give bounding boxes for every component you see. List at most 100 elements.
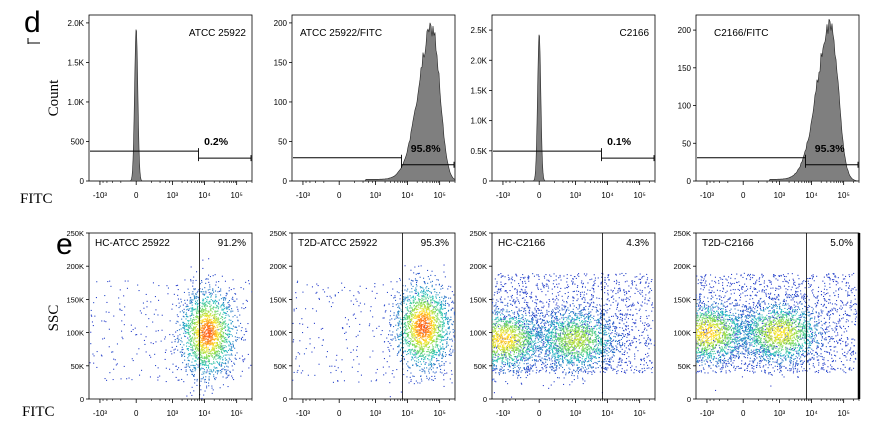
- event-dot: [302, 332, 304, 334]
- event-dot: [203, 328, 205, 330]
- event-dot: [334, 365, 336, 367]
- event-dot: [173, 352, 175, 354]
- event-dot: [448, 354, 450, 356]
- event-dot: [234, 363, 236, 365]
- event-dot: [434, 328, 436, 330]
- event-dot: [443, 374, 445, 376]
- event-dot: [195, 326, 197, 328]
- event-dot: [412, 313, 414, 315]
- event-dot: [433, 316, 435, 318]
- event-dot: [615, 273, 617, 275]
- event-dot: [315, 310, 317, 312]
- event-dot: [198, 338, 200, 340]
- event-dot: [220, 331, 222, 333]
- event-dot: [257, 340, 258, 341]
- event-dot: [434, 311, 436, 313]
- event-dot: [221, 316, 223, 318]
- event-dot: [442, 287, 444, 289]
- event-dot: [104, 378, 106, 380]
- event-dot: [221, 323, 223, 325]
- event-dot: [216, 320, 218, 322]
- event-dot: [204, 323, 206, 325]
- event-dot: [428, 321, 430, 323]
- y-tick-label: 200K: [66, 262, 84, 271]
- event-dot: [622, 353, 624, 355]
- event-dot: [220, 294, 222, 296]
- event-dot: [627, 333, 629, 335]
- event-dot: [223, 336, 225, 338]
- event-dot: [421, 350, 423, 352]
- event-dot: [196, 329, 198, 331]
- event-dot: [90, 343, 92, 345]
- event-dot: [433, 306, 435, 308]
- event-dot: [429, 305, 431, 307]
- event-dot: [205, 292, 207, 294]
- event-dot: [423, 305, 425, 307]
- event-dot: [295, 297, 297, 299]
- event-dot: [296, 281, 298, 283]
- event-dot: [441, 372, 443, 374]
- event-dot: [213, 306, 215, 308]
- event-dot: [407, 332, 409, 334]
- event-dot: [432, 320, 434, 322]
- event-dot: [431, 350, 433, 352]
- event-dot: [433, 325, 435, 327]
- event-dot: [431, 375, 433, 377]
- event-dot: [399, 360, 401, 362]
- event-dot: [415, 327, 417, 329]
- event-dot: [201, 347, 203, 349]
- event-dot: [412, 364, 414, 366]
- event-dot: [201, 288, 203, 290]
- event-dot: [589, 355, 591, 357]
- event-dot: [618, 361, 620, 363]
- event-dot: [194, 379, 196, 381]
- event-dot: [652, 307, 654, 309]
- event-dot: [420, 341, 422, 343]
- event-dot: [194, 328, 196, 330]
- event-dot: [505, 317, 507, 319]
- event-dot: [220, 345, 222, 347]
- event-dot: [552, 316, 554, 318]
- event-dot: [203, 349, 205, 351]
- event-dot: [104, 295, 106, 297]
- event-dot: [414, 350, 416, 352]
- scatter-plot-1: 91.2%HC-ATCC 25922050K100K150K200K250K-1…: [66, 229, 258, 418]
- event-dot: [199, 332, 201, 334]
- event-dot: [449, 338, 451, 340]
- event-dot: [425, 291, 427, 293]
- event-dot: [219, 346, 221, 348]
- event-dot: [427, 293, 429, 295]
- event-dot: [452, 324, 454, 326]
- event-dot: [399, 278, 401, 280]
- event-dot: [420, 302, 422, 304]
- event-dot: [631, 280, 633, 282]
- event-dot: [442, 318, 444, 320]
- event-dot: [213, 301, 215, 303]
- event-dot: [418, 346, 420, 348]
- event-dot: [209, 284, 211, 286]
- event-dot: [545, 294, 547, 296]
- event-dot: [334, 295, 336, 297]
- event-dot: [417, 330, 419, 332]
- event-dot: [394, 337, 396, 339]
- event-dot: [414, 339, 416, 341]
- event-dot: [202, 304, 204, 306]
- event-dot: [425, 333, 427, 335]
- event-dot: [438, 330, 440, 332]
- event-dot: [209, 306, 211, 308]
- event-dot: [311, 286, 313, 288]
- event-dot: [424, 320, 426, 322]
- event-dot: [207, 346, 209, 348]
- event-dot: [191, 337, 193, 339]
- event-dot: [216, 327, 218, 329]
- event-dot: [421, 316, 423, 318]
- event-dot: [567, 337, 569, 339]
- event-dot: [492, 336, 494, 338]
- event-dot: [419, 325, 421, 327]
- event-dot: [628, 305, 630, 307]
- x-tick-label: 10⁴: [198, 409, 211, 418]
- event-dot: [199, 320, 201, 322]
- event-dot: [206, 278, 208, 280]
- event-dot: [423, 326, 425, 328]
- event-dot: [173, 293, 175, 295]
